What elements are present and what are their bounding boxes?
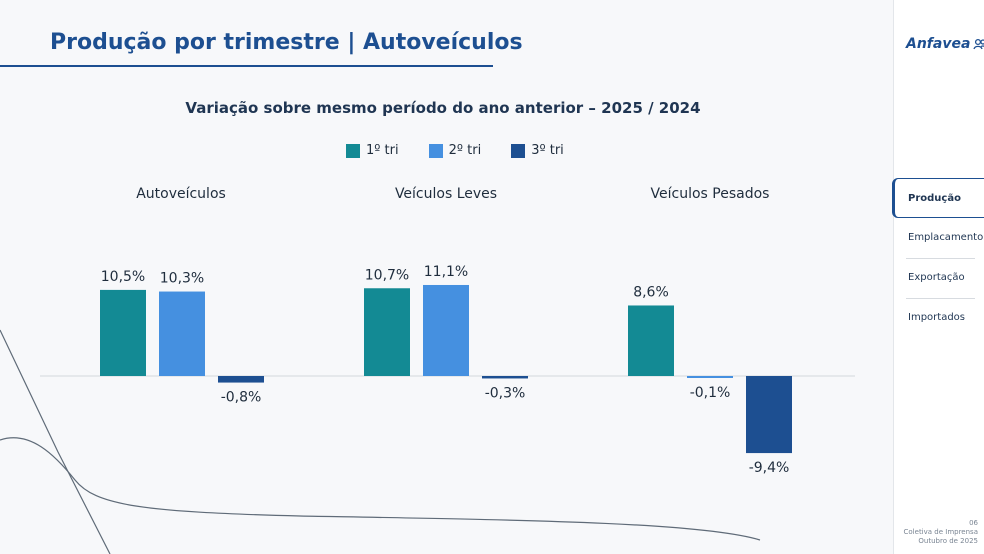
- bar-chart: Autoveículos 10,5% 10,3% -0,8% Veículos Leve…: [40, 186, 855, 476]
- title-underline: [0, 65, 493, 67]
- bar: [746, 376, 792, 454]
- data-label: -0,1%: [690, 385, 731, 401]
- bar: [423, 284, 469, 376]
- data-label: -0,3%: [485, 385, 526, 401]
- data-label: 10,7%: [365, 267, 409, 283]
- page-number: 06: [969, 519, 978, 527]
- people-icon: [973, 38, 984, 50]
- legend-item-tri3: 3º tri: [511, 143, 564, 158]
- sidebar-item-producao[interactable]: Produção: [892, 178, 984, 218]
- page-title: Produção por trimestre | Autoveículos: [50, 30, 523, 55]
- legend-item-tri2: 2º tri: [428, 143, 482, 158]
- slide-footer: 06 Coletiva de Imprensa Outubro de 2025: [904, 519, 978, 546]
- bar: [218, 376, 264, 383]
- bar: [687, 376, 733, 378]
- legend-swatch-tri3: [511, 143, 526, 158]
- sidebar-nav: Produção Emplacamento Exportação Importa…: [892, 178, 984, 338]
- anfavea-logo: Anfavea: [906, 36, 984, 52]
- footer-event: Coletiva de Imprensa: [903, 528, 978, 536]
- bar: [100, 289, 146, 376]
- legend-label-tri1: 1º tri: [366, 143, 399, 158]
- sidebar-item-exportacao[interactable]: Exportação: [894, 258, 984, 298]
- bar: [482, 376, 528, 379]
- sidebar-item-emplacamento[interactable]: Emplacamento: [908, 232, 984, 243]
- bar: [628, 305, 674, 376]
- data-label: 8,6%: [633, 284, 669, 300]
- data-label: 11,1%: [424, 264, 468, 280]
- chart-title: Variação sobre mesmo período do ano ante…: [185, 99, 701, 117]
- sidebar: Anfavea Produção Emplacamento Exportação…: [892, 0, 984, 554]
- chart-legend: 1º tri 2º tri 3º tri: [346, 143, 564, 158]
- data-label: 10,5%: [101, 269, 145, 285]
- group-label: Veículos Leves: [395, 186, 497, 202]
- footer-date: Outubro de 2025: [918, 537, 978, 545]
- legend-swatch-tri2: [428, 143, 443, 158]
- data-label: -9,4%: [749, 460, 790, 476]
- legend-label-tri3: 3º tri: [531, 143, 564, 158]
- legend-swatch-tri1: [346, 143, 360, 158]
- bar: [364, 288, 410, 376]
- bar: [159, 291, 205, 376]
- group-label: Autoveículos: [136, 186, 226, 202]
- sidebar-item-importados[interactable]: Importados: [894, 298, 984, 338]
- group-label: Veículos Pesados: [651, 186, 770, 202]
- data-label: -0,8%: [221, 390, 262, 406]
- data-label: 10,3%: [160, 271, 204, 287]
- legend-item-tri1: 1º tri: [346, 143, 399, 158]
- logo-text: Anfavea: [906, 36, 971, 52]
- legend-label-tri2: 2º tri: [448, 143, 482, 158]
